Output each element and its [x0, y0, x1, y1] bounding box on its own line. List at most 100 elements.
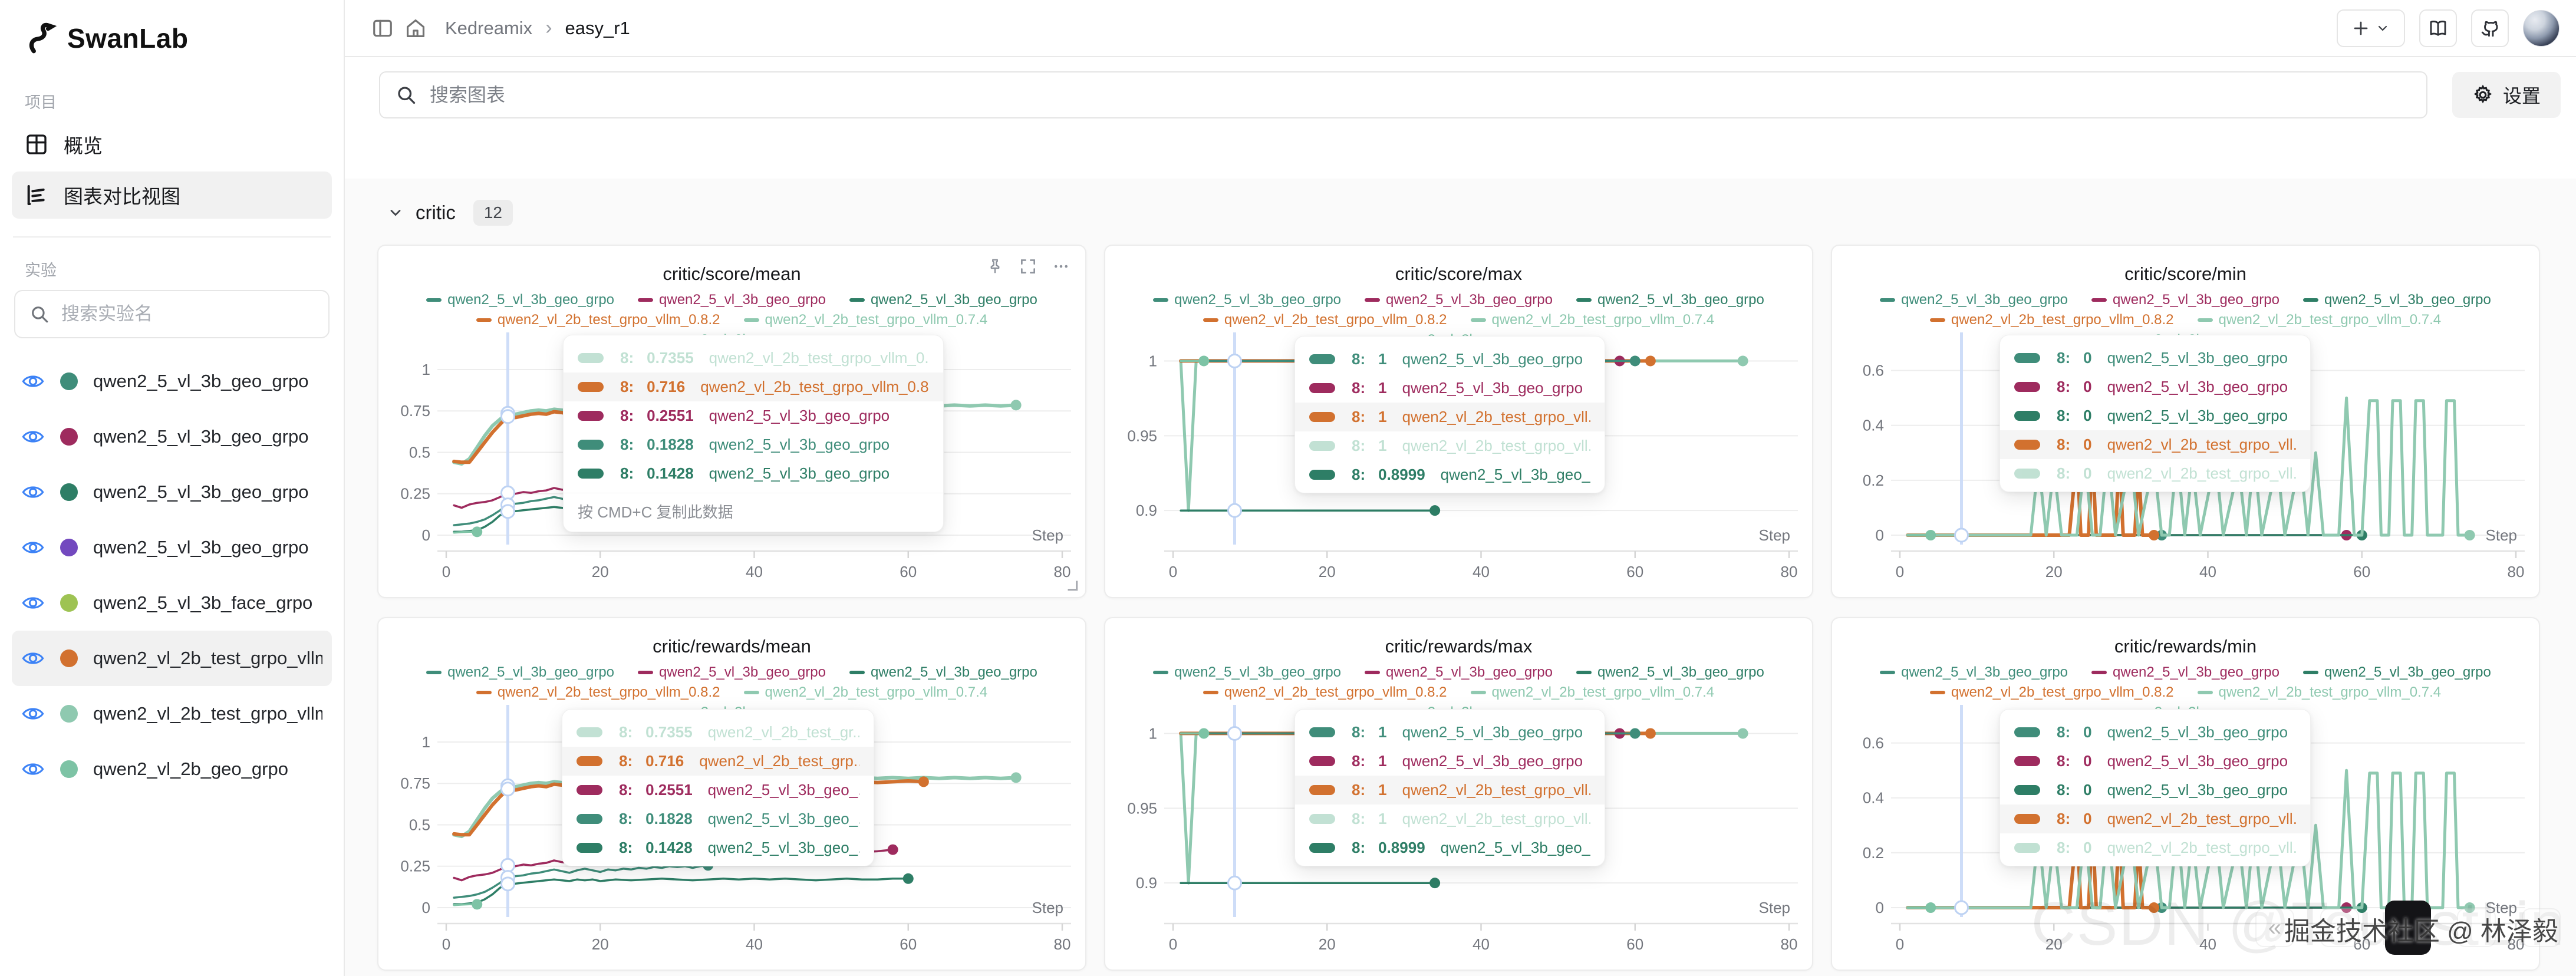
- tooltip-value: 1: [1378, 437, 1387, 454]
- tooltip-value: 1: [1378, 350, 1387, 368]
- legend-item[interactable]: qwen2_vl_2b_test_grpo_vllm_0.7.4: [2197, 684, 2441, 701]
- legend-label: qwen2_5_vl_3b_geo_grpo: [1901, 292, 2068, 308]
- visibility-eye-icon[interactable]: [21, 702, 45, 726]
- experiment-item[interactable]: qwen2_vl_2b_test_grpo_vllm_0...: [12, 686, 332, 741]
- visibility-eye-icon[interactable]: [21, 757, 45, 781]
- new-project-button[interactable]: [2337, 9, 2405, 47]
- experiment-item[interactable]: qwen2_vl_2b_geo_grpo: [12, 741, 332, 797]
- svg-text:1: 1: [1149, 724, 1157, 742]
- resize-handle[interactable]: [1064, 577, 1079, 592]
- github-button[interactable]: [2471, 9, 2509, 47]
- tooltip-value: 0.1828: [645, 810, 693, 827]
- chart-card[interactable]: critic/score/max qwen2_5_vl_3b_geo_grpo qw…: [1104, 245, 1813, 598]
- tooltip-series-name: qwen2_vl_2b_test_grpo_vll...: [2107, 839, 2296, 856]
- legend-item[interactable]: qwen2_vl_2b_test_grpo_vllm_0.7.4: [2197, 312, 2441, 328]
- chart-legend: qwen2_5_vl_3b_geo_grpo qwen2_5_vl_3b_geo_…: [1832, 292, 2539, 348]
- legend-item[interactable]: qwen2_vl_2b_test_grpo_vllm_0.7.4: [743, 684, 987, 701]
- docs-button[interactable]: [2419, 9, 2457, 47]
- experiment-item[interactable]: qwen2_5_vl_3b_geo_grpo: [12, 409, 332, 464]
- legend-item[interactable]: qwen2_vl_2b_test_grpo_vllm_0.7.4: [743, 312, 987, 328]
- legend-item[interactable]: qwen2_5_vl_3b_geo_grpo: [638, 292, 826, 308]
- avatar[interactable]: [2523, 9, 2559, 47]
- legend-item[interactable]: qwen2_5_vl_3b_geo_grpo: [2302, 664, 2491, 681]
- visibility-eye-icon[interactable]: [21, 536, 45, 559]
- settings-button[interactable]: 设置: [2452, 72, 2561, 118]
- pin-icon[interactable]: [986, 258, 1004, 275]
- legend-item[interactable]: qwen2_vl_2b_test_grpo_vllm_0.8.2: [1929, 312, 2174, 328]
- visibility-eye-icon[interactable]: [21, 647, 45, 670]
- legend-item[interactable]: qwen2_vl_2b_test_grpo_vllm_0.8.2: [1203, 684, 1447, 701]
- plus-icon: [2354, 21, 2368, 35]
- tooltip-value: 0.7355: [647, 349, 694, 367]
- chart-search[interactable]: [379, 71, 2427, 118]
- legend-item[interactable]: qwen2_5_vl_3b_geo_grpo: [2091, 292, 2279, 308]
- legend-item[interactable]: qwen2_5_vl_3b_geo_grpo: [426, 292, 614, 308]
- sidebar-item-chart-compare[interactable]: 图表对比视图: [12, 172, 332, 219]
- legend-item[interactable]: qwen2_5_vl_3b_geo_grpo: [1880, 664, 2068, 681]
- experiment-item[interactable]: qwen2_vl_2b_test_grpo_vllm_0...: [12, 631, 332, 686]
- experiment-item[interactable]: qwen2_5_vl_3b_geo_grpo: [12, 354, 332, 409]
- legend-item[interactable]: qwen2_5_vl_3b_geo_grpo: [638, 664, 826, 681]
- sidebar-item-overview[interactable]: 概览: [12, 121, 332, 168]
- pagination-current-page[interactable]: [2385, 901, 2431, 955]
- fullscreen-icon[interactable]: [1019, 258, 1037, 275]
- legend-item[interactable]: qwen2_vl_2b_test_grpo_vllm_0.8.2: [1929, 684, 2174, 701]
- legend-item[interactable]: qwen2_vl_2b_test_grpo_vllm_0.8.2: [1203, 312, 1447, 328]
- legend-item[interactable]: qwen2_5_vl_3b_geo_grpo: [1153, 292, 1341, 308]
- legend-swatch: [1880, 298, 1896, 302]
- pagination-first-button[interactable]: «: [2255, 908, 2294, 947]
- legend-item[interactable]: qwen2_5_vl_3b_geo_grpo: [1365, 292, 1553, 308]
- experiment-item[interactable]: qwen2_5_vl_3b_geo_grpo: [12, 464, 332, 520]
- legend-item[interactable]: qwen2_5_vl_3b_geo_grpo: [1365, 664, 1553, 681]
- experiment-item[interactable]: qwen2_5_vl_3b_face_grpo: [12, 575, 332, 631]
- legend-item[interactable]: qwen2_5_vl_3b_geo_grpo: [426, 664, 614, 681]
- chart-title: critic/score/max: [1395, 263, 1523, 284]
- breadcrumb-project[interactable]: Kedreamix: [445, 17, 533, 38]
- tooltip-series-chip: [577, 814, 602, 824]
- home-icon[interactable]: [399, 12, 432, 45]
- visibility-eye-icon[interactable]: [21, 370, 45, 393]
- svg-text:0: 0: [1169, 563, 1177, 581]
- tooltip-series-chip: [577, 756, 602, 766]
- pagination-page-button[interactable]: [2457, 908, 2496, 947]
- pagination-page-button[interactable]: [2522, 908, 2561, 947]
- visibility-eye-icon[interactable]: [21, 591, 45, 615]
- legend-item[interactable]: qwen2_5_vl_3b_geo_grpo: [1576, 664, 1764, 681]
- chart-card[interactable]: critic/rewards/max qwen2_5_vl_3b_geo_grpo…: [1104, 617, 1813, 971]
- visibility-eye-icon[interactable]: [21, 425, 45, 449]
- experiment-search-input[interactable]: [61, 304, 314, 325]
- tooltip-step: 8:: [620, 378, 634, 395]
- chart-card[interactable]: critic/rewards/mean qwen2_5_vl_3b_geo_grp…: [377, 617, 1086, 971]
- legend-item[interactable]: qwen2_vl_2b_test_grpo_vllm_0.8.2: [476, 684, 720, 701]
- legend-item[interactable]: qwen2_vl_2b_test_grpo_vllm_0.8.2: [476, 312, 720, 328]
- legend-item[interactable]: qwen2_5_vl_3b_geo_grpo: [849, 664, 1037, 681]
- svg-text:20: 20: [2045, 935, 2063, 953]
- tooltip-row: 8: 1 qwen2_5_vl_3b_geo_grpo: [1295, 345, 1605, 374]
- brand[interactable]: SwanLab: [12, 15, 332, 55]
- chart-card[interactable]: critic/score/min qwen2_5_vl_3b_geo_grpo qw…: [1831, 245, 2540, 598]
- legend-item[interactable]: qwen2_5_vl_3b_geo_grpo: [849, 292, 1037, 308]
- pagination-prev-button[interactable]: ‹: [2320, 908, 2359, 947]
- experiment-item[interactable]: qwen2_5_vl_3b_geo_grpo: [12, 520, 332, 575]
- chart-search-input[interactable]: [430, 84, 2411, 106]
- svg-text:80: 80: [1054, 563, 1071, 581]
- experiment-color-dot: [60, 760, 78, 778]
- legend-item[interactable]: qwen2_5_vl_3b_geo_grpo: [1576, 292, 1764, 308]
- legend-item[interactable]: qwen2_5_vl_3b_geo_grpo: [2302, 292, 2491, 308]
- experiment-search[interactable]: [14, 290, 330, 338]
- legend-item[interactable]: qwen2_vl_2b_test_grpo_vllm_0.7.4: [1470, 684, 1714, 701]
- legend-item[interactable]: qwen2_vl_2b_test_grpo_vllm_0.7.4: [1470, 312, 1714, 328]
- tooltip-series-name: qwen2_vl_2b_test_gr...: [707, 723, 859, 741]
- metric-group-header[interactable]: critic 12: [345, 179, 2576, 236]
- chart-plot-area[interactable]: 0.9 0.95 1 0 20 40 60 80 Step: [1105, 618, 1814, 972]
- legend-label: qwen2_5_vl_3b_geo_grpo: [447, 664, 615, 680]
- legend-item[interactable]: qwen2_5_vl_3b_geo_grpo: [1880, 292, 2068, 308]
- legend-item[interactable]: qwen2_5_vl_3b_geo_grpo: [1153, 664, 1341, 681]
- sidebar-toggle-icon[interactable]: [366, 12, 399, 45]
- legend-item[interactable]: qwen2_5_vl_3b_geo_grpo: [2091, 664, 2279, 681]
- chart-card[interactable]: critic/score/mean qwen2_5_vl_3b_geo_grpo q…: [377, 245, 1086, 598]
- tooltip-series-chip: [2014, 785, 2040, 795]
- more-options-icon[interactable]: [1052, 258, 1070, 275]
- visibility-eye-icon[interactable]: [21, 480, 45, 504]
- tooltip-step: 8:: [619, 723, 633, 741]
